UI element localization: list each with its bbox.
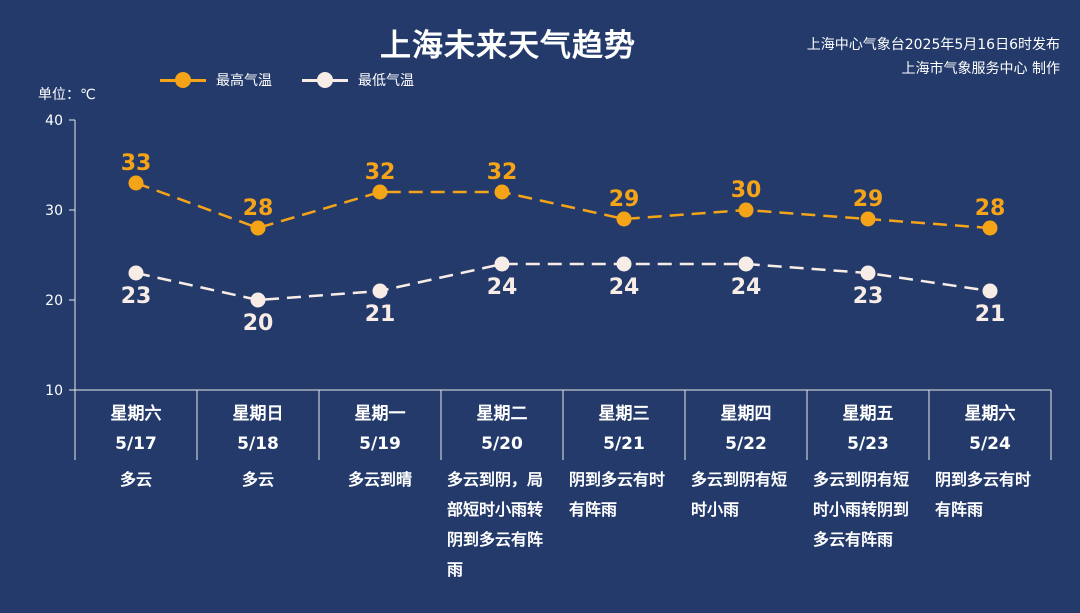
data-label-high: 29 [853, 187, 884, 212]
day-column: 星期六 5/17 多云 [75, 390, 197, 489]
data-point-low [494, 256, 510, 272]
data-point-low [860, 265, 876, 281]
data-point-low [738, 256, 754, 272]
day-weekday: 星期二 [476, 404, 528, 424]
day-weekday: 星期五 [842, 404, 894, 424]
data-label-high: 32 [487, 160, 518, 185]
day-weather: 多云到阴，局部短时小雨转阴到多云有阵雨 [447, 470, 544, 579]
day-date: 5/22 [725, 434, 767, 454]
data-point-high [250, 220, 266, 236]
data-label-low: 24 [731, 275, 762, 300]
data-label-low: 20 [243, 311, 274, 336]
source-line-1: 上海中心气象台2025年5月16日6时发布 [806, 37, 1060, 53]
day-weather: 多云 [241, 470, 274, 489]
data-label-high: 30 [731, 178, 762, 203]
day-column: 星期六 5/24 阴到多云有时有阵雨 [929, 390, 1051, 519]
day-column: 星期三 5/21 阴到多云有时有阵雨 [563, 390, 685, 519]
day-weekday: 星期日 [232, 404, 284, 424]
legend-low-marker [302, 70, 348, 90]
series-line-low [135, 262, 991, 302]
data-point-high [494, 184, 510, 200]
data-label-low: 23 [853, 284, 884, 309]
source-line-2: 上海市气象服务中心 制作 [901, 61, 1060, 77]
day-column: 星期四 5/22 多云到阴有短时小雨 [685, 390, 807, 519]
data-point-low [128, 265, 144, 281]
page-title: 上海未来天气趋势 [380, 28, 636, 64]
y-tick-label: 40 [45, 113, 63, 129]
day-weekday: 星期四 [720, 404, 772, 424]
data-point-high [372, 184, 388, 200]
data-point-low [372, 283, 388, 299]
data-point-high [982, 220, 998, 236]
day-date: 5/17 [115, 434, 157, 454]
day-weather: 阴到多云有时有阵雨 [569, 470, 666, 519]
day-weather: 多云到阴有短时小雨转阴到多云有阵雨 [813, 470, 910, 549]
data-label-high: 28 [975, 196, 1006, 221]
data-label-low: 21 [365, 302, 396, 327]
data-point-low [982, 283, 998, 299]
data-point-low [616, 256, 632, 272]
data-point-high [616, 211, 632, 227]
day-weather: 多云到晴 [347, 470, 412, 489]
source-info: 上海中心气象台2025年5月16日6时发布 上海市气象服务中心 制作 [807, 33, 1060, 81]
data-label-low: 24 [487, 275, 518, 300]
day-weather: 多云 [119, 470, 152, 489]
legend-low-label: 最低气温 [358, 73, 414, 89]
day-date: 5/24 [969, 434, 1011, 454]
legend-item-high: 最高气温 [160, 70, 272, 90]
day-column: 星期一 5/19 多云到晴 [319, 390, 441, 489]
day-column: 星期日 5/18 多云 [197, 390, 319, 489]
data-label-high: 33 [121, 151, 152, 176]
day-weekday: 星期六 [110, 404, 162, 424]
data-label-high: 29 [609, 187, 640, 212]
data-point-high [128, 175, 144, 191]
data-label-low: 23 [121, 284, 152, 309]
day-date: 5/19 [359, 434, 401, 454]
day-date: 5/20 [481, 434, 523, 454]
day-date: 5/21 [603, 434, 645, 454]
y-tick-label: 20 [45, 293, 63, 309]
data-label-high: 28 [243, 196, 274, 221]
day-column: 星期五 5/23 多云到阴有短时小雨转阴到多云有阵雨 [807, 390, 929, 549]
day-weekday: 星期六 [964, 404, 1016, 424]
day-date: 5/23 [847, 434, 889, 454]
y-tick-label: 30 [45, 203, 63, 219]
day-weekday: 星期一 [354, 404, 406, 424]
data-point-high [738, 202, 754, 218]
day-date: 5/18 [237, 434, 279, 454]
data-point-low [250, 292, 266, 308]
day-columns: 星期六 5/17 多云 星期日 5/18 多云 星期一 5/19 多云到晴 星期二 5/20 多云到阴… [75, 390, 1051, 613]
day-column: 星期二 5/20 多云到阴，局部短时小雨转阴到多云有阵雨 [441, 390, 563, 579]
legend-high-marker [160, 70, 206, 90]
y-tick-label: 10 [45, 383, 63, 399]
legend-high-label: 最高气温 [216, 73, 272, 89]
chart-legend: 最高气温 最低气温 [160, 70, 444, 90]
day-weather: 阴到多云有时有阵雨 [935, 470, 1032, 519]
day-weather: 多云到阴有短时小雨 [691, 470, 788, 519]
series-line-high [135, 181, 991, 230]
data-label-high: 32 [365, 160, 396, 185]
y-axis-unit-label: 单位：℃ [38, 87, 96, 103]
data-point-high [860, 211, 876, 227]
data-label-low: 21 [975, 302, 1006, 327]
legend-item-low: 最低气温 [302, 70, 414, 90]
day-weekday: 星期三 [598, 404, 650, 424]
data-label-low: 24 [609, 275, 640, 300]
